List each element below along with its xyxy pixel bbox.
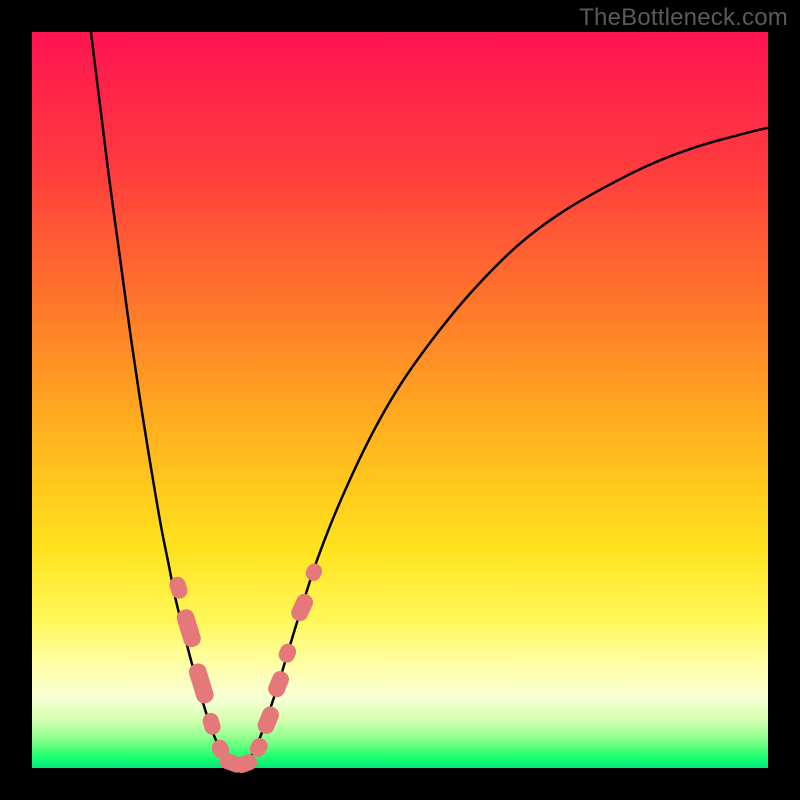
watermark-label: TheBottleneck.com bbox=[579, 4, 788, 32]
bottleneck-chart bbox=[0, 0, 800, 800]
chart-frame: TheBottleneck.com bbox=[0, 0, 800, 800]
gradient-background bbox=[32, 32, 768, 768]
